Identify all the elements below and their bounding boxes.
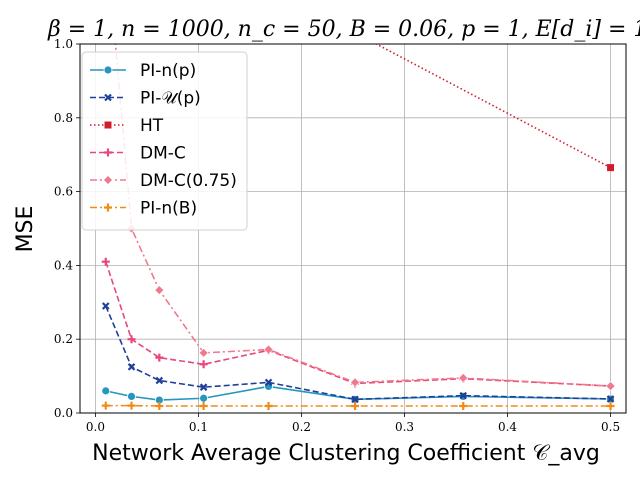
- data-point: [351, 401, 360, 410]
- legend-swatch-marker: [104, 148, 112, 157]
- x-tick-label: 0.3: [395, 420, 414, 434]
- ticks: 0.0 0.1 0.2 0.3 0.4 0.5 0.0 0.2 0.4 0.6 0.8 1.0: [54, 37, 620, 434]
- series-2: [374, 44, 615, 172]
- data-point: [198, 347, 209, 358]
- data-point: [199, 383, 208, 391]
- x-tick-label: 0.0: [86, 420, 105, 434]
- data-point: [127, 391, 136, 401]
- y-axis-label: MSE: [13, 206, 38, 253]
- data-point: [351, 395, 359, 404]
- data-point: [101, 302, 110, 310]
- x-tick-label: 0.1: [189, 420, 208, 434]
- legend-swatch-marker: [103, 65, 113, 75]
- series-1: [101, 302, 615, 404]
- data-point: [459, 401, 468, 410]
- data-point: [101, 386, 111, 396]
- legend: PI-n(p) PI-𝒰(p) HT DM-C DM-C(0.75) PI-n(B): [81, 51, 248, 231]
- data-point: [199, 401, 208, 410]
- series-5: [101, 401, 615, 410]
- data-point: [155, 401, 164, 410]
- data-point: [459, 391, 468, 400]
- data-point: [155, 376, 164, 385]
- data-point: [127, 363, 136, 371]
- legend-swatch-marker: [104, 93, 112, 102]
- data-point: [155, 353, 164, 362]
- data-point: [199, 393, 209, 403]
- legend-box: [81, 51, 248, 231]
- series-line: [104, 261, 611, 387]
- legend-label: PI-n(B): [140, 199, 197, 219]
- data-point: [127, 401, 136, 410]
- legend-label: PI-𝒰(p): [140, 89, 201, 109]
- x-tick-label: 0.2: [292, 420, 311, 434]
- series-line: [105, 385, 611, 401]
- legend-label: PI-n(p): [140, 61, 196, 81]
- x-tick-label: 0.4: [498, 420, 517, 434]
- plot-frame: [79, 43, 627, 414]
- data-point: [350, 377, 360, 388]
- legend-swatch-marker: [103, 175, 113, 185]
- y-tick-label: 0.6: [54, 185, 73, 199]
- data-point: [199, 360, 208, 369]
- y-tick-label: 1.0: [54, 37, 73, 51]
- data-point: [263, 344, 274, 355]
- legend-label: DM-C(0.75): [140, 171, 237, 191]
- legend-swatch-marker: [104, 203, 112, 212]
- legend-label: HT: [140, 116, 164, 136]
- y-tick-label: 0.4: [54, 258, 73, 272]
- data-point: [605, 381, 616, 391]
- legend-swatch-marker: [104, 121, 112, 129]
- data-point: [607, 164, 615, 172]
- data-point: [101, 401, 110, 410]
- data-point: [606, 395, 615, 403]
- chart-title: β = 1, n = 1000, n_c = 50, B = 0.06, p =…: [47, 17, 640, 42]
- data-point: [154, 285, 165, 296]
- data-point: [458, 373, 469, 383]
- data-point: [127, 335, 136, 344]
- legend-label: DM-C: [140, 144, 186, 164]
- series-line: [105, 305, 611, 401]
- y-tick-label: 0.8: [54, 111, 73, 125]
- data-point: [606, 401, 615, 410]
- data-point: [264, 401, 273, 410]
- x-axis-label: Network Average Clustering Coefficient 𝒞…: [92, 441, 600, 466]
- y-tick-label: 0.0: [54, 406, 73, 420]
- x-tick-label: 0.5: [601, 420, 620, 434]
- y-tick-label: 0.2: [54, 332, 73, 346]
- data-point: [101, 257, 110, 266]
- data-point: [264, 378, 273, 387]
